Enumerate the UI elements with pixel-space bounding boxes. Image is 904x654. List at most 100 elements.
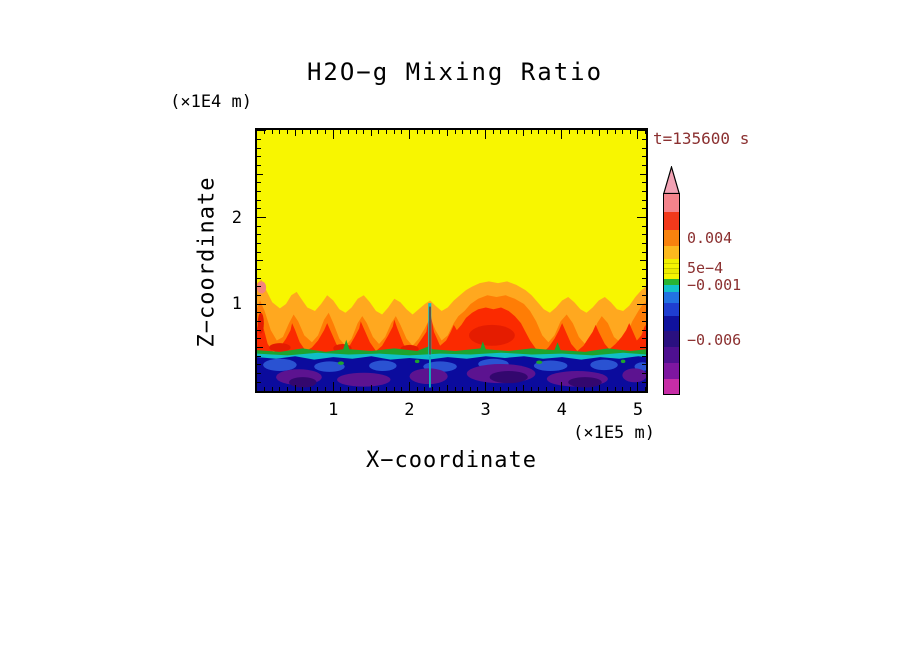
tick-mark [642, 234, 646, 236]
z-axis-unit-label: (×1E4 m) [170, 92, 252, 112]
tick-mark [279, 387, 281, 391]
tick-mark [584, 130, 586, 134]
colorbar-segment [664, 316, 679, 331]
tick-mark [257, 225, 261, 227]
tick-mark [477, 387, 479, 391]
colorbar-segment [664, 212, 679, 230]
tick-mark [257, 130, 266, 132]
tick-mark [642, 156, 646, 158]
tick-mark [454, 130, 456, 134]
tick-mark [485, 130, 487, 139]
tick-mark [332, 382, 334, 391]
tick-mark [553, 130, 555, 134]
colorbar-segment [664, 268, 679, 269]
colorbar-segment [664, 269, 679, 273]
colorbar-label: 5e−4 [687, 259, 724, 277]
tick-mark [642, 321, 646, 323]
tick-mark [355, 387, 357, 391]
tick-mark [507, 130, 509, 134]
tick-mark [629, 130, 631, 134]
tick-mark [614, 387, 616, 391]
colorbar-label: −0.001 [687, 276, 742, 294]
tick-mark [607, 130, 609, 134]
tick-mark [257, 234, 261, 236]
tick-mark [378, 130, 380, 134]
field-region-dark-violet-patch [289, 377, 317, 388]
tick-mark [568, 130, 570, 134]
tick-mark [645, 387, 647, 391]
plot-area [255, 128, 648, 393]
colorbar-segment [664, 303, 679, 316]
tick-mark [317, 387, 319, 391]
tick-mark [363, 130, 365, 134]
chart-title: H2O−g Mixing Ratio [306, 58, 604, 86]
tick-mark [492, 387, 494, 391]
tick-mark [642, 338, 646, 340]
tick-mark [257, 355, 261, 357]
field-region-dark-violet-patch [568, 377, 602, 388]
tick-mark [446, 130, 448, 136]
tick-mark [257, 199, 261, 201]
y-tick-label: 1 [231, 294, 242, 315]
tick-mark [591, 130, 593, 134]
tick-mark [637, 303, 646, 305]
tick-mark [614, 130, 616, 134]
tick-mark [424, 387, 426, 391]
tick-mark [325, 387, 327, 391]
colorbar-segment [664, 273, 679, 274]
tick-mark [257, 373, 261, 375]
x-axis-unit-label: (×1E5 m) [573, 423, 655, 443]
colorbar-segment [664, 246, 679, 259]
tick-mark [257, 260, 263, 262]
tick-mark [257, 251, 261, 253]
tick-mark [462, 130, 464, 134]
field-region-green-speckle [620, 359, 626, 364]
tick-mark [294, 130, 296, 136]
tick-mark [553, 387, 555, 391]
colorbar-segment [664, 259, 679, 263]
field-region-green-speckle [536, 360, 543, 365]
tick-mark [642, 147, 646, 149]
tick-mark [645, 130, 647, 134]
x-axis-title: X−coordinate [366, 448, 537, 473]
tick-mark [500, 387, 502, 391]
tick-mark [515, 387, 517, 391]
tick-mark [629, 387, 631, 391]
tick-mark [599, 130, 601, 136]
tick-mark [530, 387, 532, 391]
tick-mark [546, 130, 548, 134]
tick-mark [523, 385, 525, 391]
x-tick-label: 1 [328, 400, 339, 420]
tick-mark [446, 385, 448, 391]
tick-mark [637, 130, 639, 139]
tick-mark [370, 130, 372, 136]
tick-mark [271, 387, 273, 391]
tick-mark [370, 385, 372, 391]
tick-mark [416, 387, 418, 391]
tick-mark [576, 130, 578, 134]
tick-mark [642, 191, 646, 193]
tick-mark [294, 385, 296, 391]
x-tick-label: 4 [556, 400, 567, 420]
field-region-blue-patch [263, 358, 297, 371]
tick-mark [264, 130, 266, 134]
x-tick-label: 2 [404, 400, 415, 420]
tick-mark [257, 364, 261, 366]
tick-mark [642, 277, 646, 279]
tick-mark [325, 130, 327, 134]
tick-mark [622, 387, 624, 391]
tick-mark [257, 243, 261, 245]
tick-mark [469, 130, 471, 134]
tick-mark [257, 381, 261, 383]
tick-mark [401, 130, 403, 134]
tick-mark [257, 217, 266, 219]
tick-mark [538, 387, 540, 391]
field-region-purple-patch [337, 372, 391, 387]
tick-mark [257, 347, 263, 349]
field-region-spike-column-core [429, 306, 431, 355]
field-region-green-speckle [414, 359, 420, 364]
tick-mark [640, 347, 646, 349]
tick-mark [568, 387, 570, 391]
colorbar-segment [664, 230, 679, 246]
colorbar [663, 193, 680, 395]
